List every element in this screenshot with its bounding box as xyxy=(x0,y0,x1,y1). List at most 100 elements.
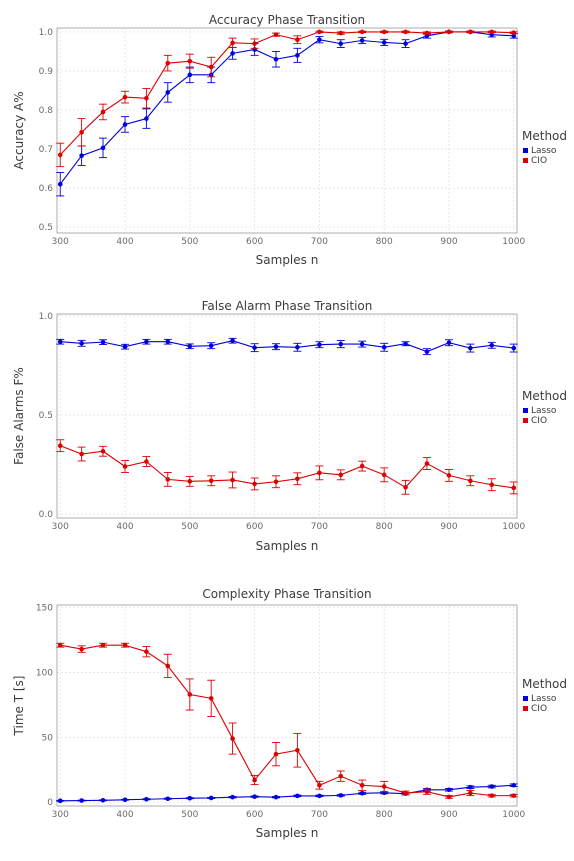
series-lasso xyxy=(56,29,518,197)
data-point xyxy=(165,477,171,482)
data-point xyxy=(187,795,193,801)
data-point xyxy=(273,479,279,485)
data-point xyxy=(79,153,84,158)
y-tick-label: 150 xyxy=(36,604,53,614)
x-tick-label: 700 xyxy=(311,810,328,820)
data-point xyxy=(57,642,63,648)
legend-swatch-cio xyxy=(523,706,528,711)
data-point xyxy=(100,145,106,151)
data-point xyxy=(424,789,430,795)
data-point xyxy=(273,56,279,62)
series-line-lasso xyxy=(59,31,514,185)
data-point xyxy=(446,794,452,800)
data-point xyxy=(165,60,171,66)
chart-title: False Alarm Phase Transition xyxy=(202,299,373,313)
x-tick-label: 500 xyxy=(181,237,198,247)
data-point xyxy=(317,37,322,43)
series-line-cio xyxy=(60,644,514,798)
legend-label-cio: CIO xyxy=(531,156,547,166)
data-point xyxy=(252,777,257,783)
data-point xyxy=(165,663,171,669)
data-point xyxy=(468,790,473,796)
y-tick-label: 0.8 xyxy=(39,106,54,116)
data-point xyxy=(79,451,84,457)
data-point xyxy=(57,152,63,158)
data-point xyxy=(144,339,149,345)
data-point xyxy=(359,463,365,469)
data-point xyxy=(359,782,365,788)
x-tick-label: 600 xyxy=(246,237,263,247)
data-point xyxy=(489,29,495,35)
data-point xyxy=(468,478,473,484)
plot-area xyxy=(56,27,518,234)
data-point xyxy=(165,339,171,345)
data-point xyxy=(511,793,517,798)
data-point xyxy=(359,29,365,35)
chart-panel-2: 300 400 500 600 700 800 900 1000 0.0 0.5 1.0 False … xyxy=(12,299,567,553)
data-point xyxy=(208,343,214,348)
x-tick-label: 300 xyxy=(52,522,69,532)
y-tick-label: 1.0 xyxy=(39,312,54,322)
x-tick-label: 400 xyxy=(116,810,133,820)
data-point xyxy=(511,30,517,35)
x-tick-label: 700 xyxy=(311,522,328,532)
series-cio xyxy=(56,642,518,800)
data-point xyxy=(122,642,128,648)
x-tick-label: 600 xyxy=(246,522,263,532)
data-point xyxy=(338,341,344,347)
legend-title: Method xyxy=(522,389,567,403)
legend-label-lasso: Lasso xyxy=(531,146,557,156)
data-point xyxy=(122,797,128,803)
chart-title: Complexity Phase Transition xyxy=(202,587,371,601)
data-point xyxy=(359,790,365,796)
x-axis-label: Samples n xyxy=(256,253,319,267)
x-tick-label: 800 xyxy=(376,810,393,820)
plot-area xyxy=(56,313,518,519)
series-cio xyxy=(56,29,518,168)
x-tick-label: 500 xyxy=(181,522,198,532)
y-tick-label: 0.9 xyxy=(39,67,54,77)
data-point xyxy=(446,29,452,35)
y-tick-label: 0.7 xyxy=(39,145,53,155)
data-point xyxy=(424,30,430,36)
data-point xyxy=(165,796,171,802)
data-point xyxy=(273,794,279,800)
y-tick-label: 50 xyxy=(42,733,54,743)
data-point xyxy=(446,787,452,793)
data-point xyxy=(317,29,322,35)
data-point xyxy=(511,782,517,788)
series-line-cio xyxy=(60,445,514,489)
data-point xyxy=(100,109,106,115)
data-point xyxy=(208,696,214,701)
data-point xyxy=(317,470,322,476)
data-point xyxy=(230,40,235,46)
y-tick-label: 0 xyxy=(47,798,53,808)
data-point xyxy=(489,482,495,488)
data-point xyxy=(359,341,365,347)
data-point xyxy=(187,479,193,484)
data-point xyxy=(403,341,408,347)
data-point xyxy=(511,345,517,351)
data-point xyxy=(273,751,279,757)
x-tick-label: 600 xyxy=(246,810,263,820)
data-point xyxy=(468,784,473,790)
x-tick-label: 1000 xyxy=(502,810,525,820)
x-axis-label: Samples n xyxy=(256,826,319,840)
y-tick-label: 0.5 xyxy=(39,411,53,421)
data-point xyxy=(252,794,257,799)
data-point xyxy=(208,478,214,484)
data-point xyxy=(295,37,300,43)
data-point xyxy=(144,459,149,464)
data-point xyxy=(446,340,452,346)
legend-swatch-cio xyxy=(523,158,528,163)
y-tick-label: 0.5 xyxy=(39,223,53,233)
x-tick-label: 900 xyxy=(440,810,457,820)
chart-title: Accuracy Phase Transition xyxy=(209,13,365,27)
data-point xyxy=(295,747,300,753)
data-point xyxy=(317,342,322,347)
x-axis-label: Samples n xyxy=(256,539,319,553)
chart-panel-3: 300 400 500 600 700 800 900 1000 0 50 100 150 Comple… xyxy=(12,587,567,840)
data-point xyxy=(122,122,128,127)
data-point xyxy=(381,344,387,350)
